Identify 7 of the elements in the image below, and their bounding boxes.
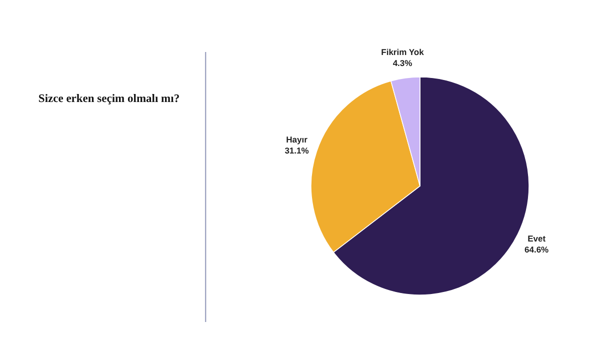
data-label: 31.1% [284, 146, 310, 156]
slice-label: Hayır [286, 134, 308, 145]
slice-label: Evet [528, 234, 546, 244]
slice-label: Fikrim Yok [381, 47, 424, 58]
data-label: 64.6% [524, 244, 550, 255]
text: Sizce erken seçim olmalı mı? [38, 93, 180, 105]
data-label: 4.3% [392, 58, 413, 68]
